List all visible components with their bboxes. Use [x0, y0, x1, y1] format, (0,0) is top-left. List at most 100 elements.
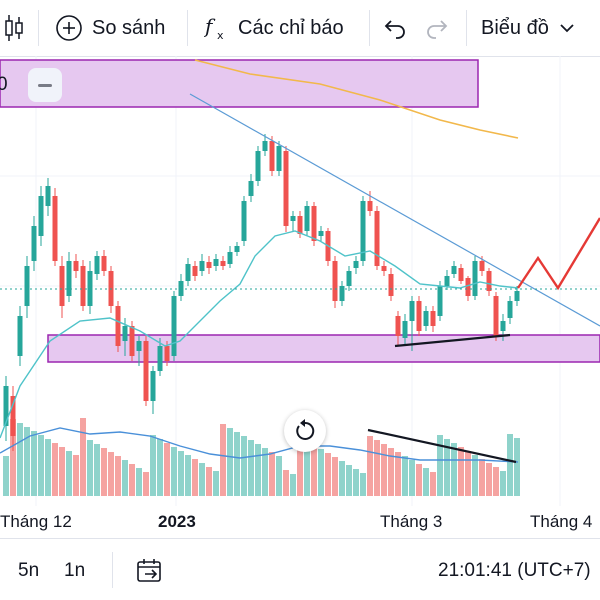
- chart-type-button[interactable]: Biểu đồ: [481, 0, 577, 56]
- candle: [17, 316, 23, 356]
- volume-bar: [213, 471, 219, 496]
- volume-bar: [115, 456, 121, 496]
- volume-bar: [353, 469, 359, 496]
- volume-bar: [493, 467, 499, 496]
- candle: [479, 261, 485, 271]
- volume-bar: [507, 434, 513, 496]
- volume-bar: [255, 444, 261, 496]
- volume-bar: [129, 464, 135, 496]
- range-1d-button[interactable]: 1n: [64, 560, 86, 581]
- candle: [381, 266, 387, 271]
- volume-bar: [339, 461, 345, 496]
- candle: [514, 291, 520, 301]
- candle: [458, 268, 464, 281]
- chart-style-button[interactable]: [4, 0, 24, 56]
- support-trendline: [394, 333, 511, 348]
- volume-bar: [409, 460, 415, 496]
- bottom-separator: [112, 552, 113, 588]
- candle: [3, 386, 9, 426]
- clock-display: 21:01:41 (UTC+7): [438, 560, 591, 581]
- candle: [346, 271, 352, 286]
- goto-date-icon[interactable]: [136, 558, 164, 584]
- candle: [360, 201, 366, 261]
- candle: [136, 341, 142, 351]
- candle: [507, 301, 513, 318]
- toolbar-separator: [187, 10, 188, 46]
- candle: [290, 216, 296, 221]
- reset-chart-button[interactable]: [284, 410, 326, 452]
- range-5d-button[interactable]: 5n: [18, 560, 40, 581]
- candle: [31, 226, 37, 261]
- volume-bar: [52, 443, 58, 496]
- resistance-zone[interactable]: [0, 59, 479, 108]
- undo-icon: [384, 20, 405, 39]
- candle: [52, 196, 58, 261]
- refresh-icon: [296, 419, 315, 440]
- volume-bar: [73, 455, 79, 496]
- candle: [94, 256, 100, 274]
- volume-bar: [227, 428, 233, 496]
- volume-bar: [381, 444, 387, 496]
- candle: [304, 206, 310, 231]
- candles-icon: [5, 15, 23, 41]
- volume-bar: [199, 463, 205, 496]
- collapse-indicator-button[interactable]: [28, 68, 62, 102]
- volume-bar: [10, 419, 16, 496]
- candle: [227, 252, 233, 264]
- redo-button[interactable]: [424, 0, 450, 56]
- volume-bar: [136, 468, 142, 496]
- volume-bar: [157, 439, 163, 496]
- volume-bar: [87, 440, 93, 496]
- candle: [66, 261, 72, 296]
- candlesticks: [3, 134, 520, 451]
- volume-bar: [311, 445, 317, 496]
- candle: [206, 262, 212, 268]
- volume-divergence-line: [367, 428, 517, 464]
- toolbar-separator: [466, 10, 467, 46]
- volume-bar: [3, 456, 9, 496]
- chart-area[interactable]: 0: [0, 56, 600, 506]
- volume-bar: [66, 451, 72, 496]
- candle: [157, 346, 163, 371]
- candle: [332, 261, 338, 301]
- indicators-button[interactable]: f x Các chỉ báo: [204, 0, 344, 56]
- toolbar-separator: [38, 10, 39, 46]
- candle: [150, 371, 156, 401]
- candle: [171, 296, 177, 356]
- candle: [423, 311, 429, 326]
- volume-bar: [192, 459, 198, 496]
- candle: [255, 151, 261, 181]
- time-axis[interactable]: Tháng 12 2023 Tháng 3 Tháng 4: [0, 506, 600, 539]
- price-chart[interactable]: [0, 56, 600, 506]
- volume-bar: [262, 448, 268, 496]
- volume-bar: [283, 470, 289, 496]
- svg-text:f: f: [204, 14, 216, 38]
- candle: [192, 266, 198, 276]
- candle: [276, 146, 282, 171]
- candle: [73, 261, 79, 271]
- candle: [220, 261, 226, 266]
- volume-bar: [423, 468, 429, 496]
- candle: [388, 274, 394, 296]
- plus-circle-icon: [56, 15, 82, 41]
- volume-bar: [248, 440, 254, 496]
- volume-bar: [416, 464, 422, 496]
- bottom-bar: 5n 1n 21:01:41 (UTC+7): [0, 540, 600, 600]
- volume-bar: [297, 437, 303, 496]
- undo-button[interactable]: [382, 0, 408, 56]
- candle: [10, 396, 16, 436]
- chevron-down-icon: [560, 24, 574, 33]
- volume-bar: [514, 438, 520, 496]
- candle: [500, 321, 506, 331]
- candle: [143, 341, 149, 401]
- volume-bar: [318, 449, 324, 496]
- volume-bar: [206, 467, 212, 496]
- compare-button[interactable]: So sánh: [54, 0, 165, 56]
- candle: [213, 259, 219, 266]
- volume-bar: [500, 471, 506, 496]
- volume-bar: [346, 465, 352, 496]
- candle: [472, 261, 478, 296]
- candle: [122, 326, 128, 341]
- svg-text:x: x: [217, 29, 224, 42]
- volume-bar: [164, 443, 170, 496]
